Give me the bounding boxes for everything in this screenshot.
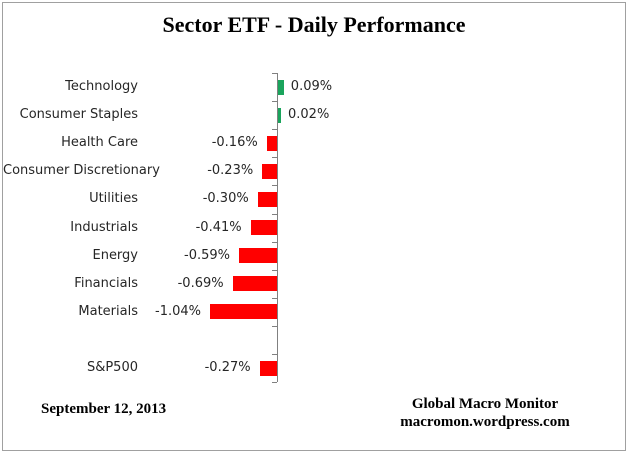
axis-tick [272, 297, 277, 299]
bar-health-care [266, 135, 277, 151]
axis-tick [272, 269, 277, 271]
axis-tick [272, 354, 277, 355]
bar-consumer-discretionary [262, 163, 277, 179]
category-label: S&P500 [86, 360, 138, 375]
category-label: Technology [65, 79, 138, 94]
axis-tick [272, 157, 277, 159]
attribution-block: Global Macro Monitor macromon.wordpress.… [360, 395, 610, 431]
value-label: 0.02% [288, 107, 330, 123]
attribution-url: macromon.wordpress.com [400, 414, 570, 430]
zero-axis [277, 73, 278, 383]
plot-area: Technology 0.09% Consumer Staples 0.02% Heal… [3, 3, 625, 450]
value-label: -0.69% [177, 275, 224, 291]
category-label: Industrials [70, 219, 138, 235]
bar-s-p500 [259, 360, 277, 376]
axis-tick [272, 101, 277, 103]
bar-consumer-staples [278, 107, 281, 123]
axis-tick [272, 185, 277, 187]
category-label: Consumer Discretionary [3, 163, 160, 179]
category-label: Health Care [61, 135, 138, 151]
axis-tick [272, 213, 277, 215]
date-label: September 12, 2013 [41, 401, 167, 417]
axis-tick [272, 325, 277, 327]
value-label: -0.59% [184, 247, 230, 263]
value-label: 0.09% [290, 79, 333, 94]
value-label: -1.04% [155, 303, 201, 319]
chart-title: Sector ETF - Daily Performance [162, 12, 466, 37]
bar-industrials [250, 220, 277, 236]
bar-financials [232, 276, 277, 292]
category-label: Energy [92, 247, 138, 263]
category-label: Consumer Staples [19, 107, 138, 123]
value-label: -0.41% [195, 219, 242, 235]
bar-technology [278, 79, 284, 95]
bar-energy [239, 248, 277, 264]
category-label: Utilities [89, 191, 138, 207]
axis-tick [272, 382, 277, 384]
value-label: -0.30% [202, 191, 249, 207]
axis-tick [272, 129, 277, 131]
category-label: Materials [78, 303, 138, 319]
attribution-title: Global Macro Monitor [411, 396, 559, 412]
value-label: -0.16% [211, 135, 258, 151]
bar-materials [210, 304, 277, 320]
category-label: Financials [74, 275, 138, 291]
axis-tick [272, 73, 277, 74]
axis-tick [272, 241, 277, 243]
bar-utilities [257, 192, 277, 207]
value-label: -0.27% [204, 360, 251, 375]
value-label: -0.23% [207, 163, 254, 179]
